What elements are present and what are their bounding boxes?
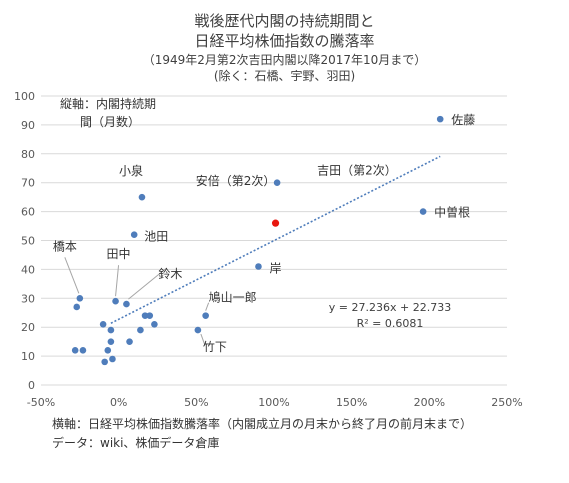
data-point: [107, 338, 115, 345]
x-tick-label: 150%: [336, 396, 367, 409]
data-point: [71, 347, 79, 354]
y-tick-label: 90: [21, 119, 35, 132]
data-point: [123, 300, 130, 308]
data-point: [73, 303, 81, 311]
label-leader-line: [200, 333, 206, 346]
data-point: [138, 193, 146, 201]
y-tick-label: 80: [21, 148, 35, 161]
linear-trendline: [110, 155, 441, 324]
label-leader-line: [64, 257, 80, 294]
gridlines: [41, 95, 507, 386]
data-point: [104, 347, 112, 354]
label-leader-line: [128, 267, 167, 300]
point-label: 佐藤: [451, 113, 475, 127]
point-label: 小泉: [119, 164, 143, 178]
x-tick-label: -50%: [27, 396, 55, 409]
x-tick-label: 0%: [110, 396, 127, 409]
data-point: [76, 295, 84, 302]
point-label: 橋本: [53, 239, 77, 253]
data-point: [79, 347, 87, 354]
y-tick-label: 50: [21, 235, 35, 248]
point-label: 吉田（第2次）: [317, 164, 397, 178]
y-tick-label: 70: [21, 177, 35, 190]
point-label: 鳩山一郎: [209, 291, 257, 305]
point-label: 中曽根: [434, 205, 470, 220]
data-point: [255, 263, 262, 270]
point-label: 安倍（第2次）: [196, 173, 276, 188]
chart-title-line-2: 日経平均株価指数の騰落率: [194, 32, 375, 50]
y-tick-label: 20: [21, 321, 35, 334]
regression-equation: y = 27.236x + 22.733 R² = 0.6081: [329, 301, 451, 330]
x-tick-label: 100%: [258, 396, 289, 409]
x-tick-label: 250%: [491, 396, 522, 409]
y-tick-label: 0: [28, 379, 35, 392]
chart-title-line-1: 戦後歴代内閣の持続期間と: [194, 12, 375, 30]
data-point: [137, 326, 144, 334]
data-point: [436, 115, 444, 123]
data-point: [419, 208, 427, 215]
data-point: [141, 312, 149, 319]
chart-subtitle-period: （1949年2月第2次吉田内閣以降2017年10月まで）: [142, 53, 427, 67]
y-tick-label: 40: [21, 263, 35, 276]
data-point: [130, 231, 138, 239]
chart-subtitle-excluded: (除く：石橋、宇野、羽田): [213, 69, 356, 83]
data-point: [194, 326, 202, 334]
data-point: [99, 321, 107, 328]
r-squared-text: R² = 0.6081: [357, 317, 424, 330]
y-axis-label-line-2: 間（月数）: [80, 115, 141, 129]
data-point: [109, 355, 116, 363]
x-tick-label: 50%: [184, 396, 208, 409]
data-point: [107, 326, 115, 334]
data-point: [101, 358, 108, 366]
point-label: 田中: [107, 246, 131, 261]
point-label: 岸: [269, 262, 281, 276]
point-label: 竹下: [203, 340, 227, 354]
y-axis-label-line-1: 縦軸：内閣持続期: [60, 97, 157, 111]
data-point: [112, 297, 119, 305]
y-tick-label: 60: [21, 206, 35, 219]
label-leader-line: [115, 265, 120, 297]
trendline-layer: [110, 155, 441, 324]
regression-equation-text: y = 27.236x + 22.733: [329, 301, 451, 314]
data-point: [202, 312, 209, 319]
data-point: [273, 179, 281, 186]
data-source: データ：wiki、株価データ倉庫: [52, 436, 220, 450]
point-label: 池田: [144, 230, 168, 244]
x-tick-label: 200%: [414, 396, 445, 409]
y-tick-label: 30: [21, 292, 35, 305]
data-point: [126, 338, 133, 345]
x-axis-label: 横軸：日経平均株価指数騰落率（内閣成立月の月末から終了月の前月末まで）: [52, 417, 473, 431]
y-tick-label: 10: [21, 350, 35, 363]
y-axis-label: 縦軸：内閣持続期 間（月数）: [60, 95, 156, 131]
data-point: [151, 321, 158, 328]
data-point: [146, 312, 154, 319]
point-label: 鈴木: [158, 266, 182, 281]
label-leader-line: [205, 302, 210, 311]
y-tick-label: 100: [14, 90, 35, 103]
data-points: [71, 115, 444, 366]
axis-ticks: 0 10 20 30 40 50 60 70 80 90 100 -50% 0% 50% 100% 150% 2…: [14, 90, 523, 409]
data-point-highlight: [271, 219, 280, 227]
